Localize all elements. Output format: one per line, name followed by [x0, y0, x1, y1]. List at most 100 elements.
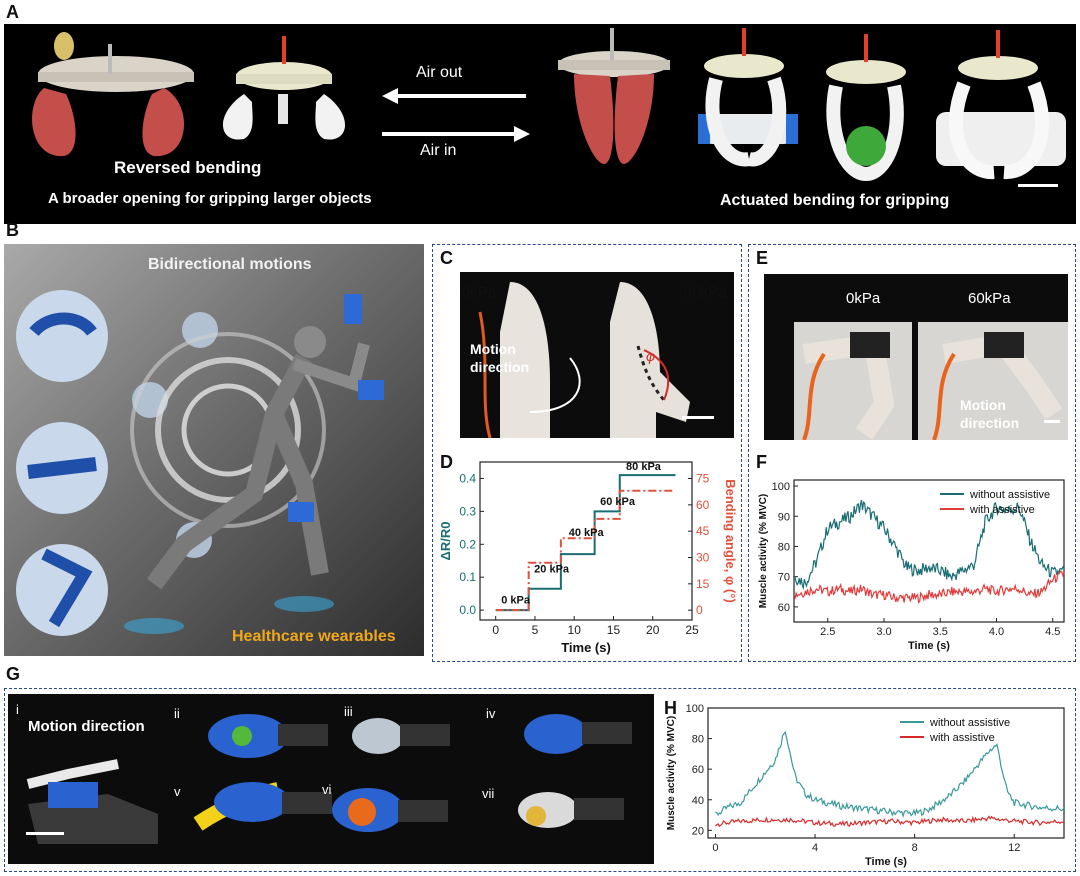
panel-label-g: G [6, 664, 21, 684]
g-roman-iii: iii [344, 704, 353, 719]
f-xtick-label: 2.5 [820, 626, 835, 638]
h-series-without-assistive [715, 730, 1065, 819]
panel-c-photo: 0kPa 60kPa Motion direction φ [460, 272, 734, 438]
f-xlabel: Time (s) [908, 640, 950, 652]
bidirectional-title: Bidirectional motions [148, 256, 312, 273]
f-xtick-label: 3.5 [933, 626, 948, 638]
panel-c-graphics [478, 282, 690, 438]
d-ytick-left-label: 0.3 [459, 504, 476, 518]
d-annotation: 80 kPa [626, 461, 662, 473]
healthcare-label: Healthcare wearables [232, 628, 396, 645]
panel-e-graphics [794, 322, 1068, 440]
panel-g-photo: i Motion direction ii iii iv v vi vii [8, 694, 654, 864]
h-xtick-label: 8 [912, 842, 918, 854]
h-series-with-assistive [715, 815, 1065, 828]
f-ytick-label: 60 [778, 602, 790, 614]
chart-d: 0 5 10 15 20 25 0.0 0.1 0.2 0.3 0.4 0 15 30 45 60 75 0 kP… [440, 461, 736, 655]
d-ytick-right-label: 60 [696, 498, 710, 512]
d-annotation: 60 kPa [600, 496, 636, 508]
h-ytick-label: 100 [686, 703, 704, 715]
f-plot-frame [793, 479, 1065, 623]
h-plot-frame [707, 707, 1065, 839]
g-roman-i: i [16, 702, 19, 717]
f-ytick-label: 100 [772, 481, 790, 493]
panel-b-graphics [16, 290, 384, 636]
broader-opening-label: A broader opening for gripping larger ob… [48, 190, 372, 207]
d-xtick-label: 0 [492, 623, 499, 637]
d-ytick-right-label: 0 [696, 603, 703, 617]
g-roman-vii: vii [482, 786, 495, 801]
h-legend-label: without assistive [929, 717, 1010, 729]
h-xtick-label: 12 [1008, 842, 1020, 854]
f-ylabel: Muscle activity (% MVC) [758, 494, 769, 608]
scale-bar [1018, 184, 1058, 187]
d-xtick-label: 5 [532, 623, 539, 637]
chart-h: 0 4 8 12 20 40 60 80 100 without assistive with as… [666, 703, 1065, 868]
panel-a-photo: Air out Air in Reversed bending A broade… [4, 24, 1076, 224]
d-xtick-label: 15 [607, 623, 621, 637]
panel-label-d: D [440, 452, 453, 472]
e-0kpa: 0kPa [846, 290, 881, 307]
air-out-label: Air out [416, 64, 463, 81]
panel-label-b: B [6, 220, 19, 240]
panel-gh-box [4, 688, 1076, 872]
d-series-angle [495, 489, 673, 612]
d-ytick-left-label: 0.0 [459, 603, 476, 617]
d-xtick-label: 25 [685, 623, 699, 637]
f-ytick-label: 70 [778, 572, 790, 584]
d-ytick-left-label: 0.2 [459, 537, 476, 551]
panel-a-illustration [32, 28, 1066, 182]
e-60kpa: 60kPa [968, 290, 1011, 307]
h-ytick-label: 60 [692, 764, 704, 776]
d-ytick-left-label: 0.4 [459, 471, 476, 485]
panel-label-f: F [756, 452, 767, 472]
panel-ef-box [748, 244, 1076, 662]
d-series-resistance [495, 474, 676, 612]
air-in-label: Air in [420, 142, 457, 159]
d-plot-frame [479, 461, 693, 621]
d-annotation: 20 kPa [534, 563, 570, 575]
d-ytick-right-label: 45 [696, 524, 710, 538]
h-xtick-label: 0 [712, 842, 718, 854]
h-ytick-label: 20 [692, 825, 704, 837]
e-motion-direction: Motion direction [960, 397, 1020, 431]
g-roman-vi: vi [322, 782, 332, 797]
g-roman-iv: iv [486, 706, 496, 721]
f-series-without-assistive [793, 499, 1065, 591]
panel-cd-box [432, 244, 742, 662]
c-60kpa: 60kPa [684, 284, 727, 301]
c-phi-label: φ [646, 348, 656, 364]
d-ylabel-left: ΔR/R0 [440, 522, 453, 561]
d-ytick-left-label: 0.1 [459, 570, 476, 584]
h-ytick-label: 40 [692, 795, 704, 807]
d-xlabel: Time (s) [561, 640, 611, 655]
g-roman-v: v [174, 784, 181, 799]
g-scale-bar [26, 832, 64, 835]
f-ytick-label: 80 [778, 541, 790, 553]
c-scale-bar [682, 416, 714, 419]
actuated-bending-label: Actuated bending for gripping [720, 192, 950, 209]
c-motion-direction: Motion direction [470, 341, 530, 375]
e-scale-bar [1044, 420, 1060, 423]
d-ytick-right-label: 75 [696, 472, 710, 486]
f-xtick-label: 4.0 [989, 626, 1004, 638]
h-xtick-label: 4 [812, 842, 818, 854]
f-ytick-label: 90 [778, 511, 790, 523]
f-xtick-label: 4.5 [1045, 626, 1060, 638]
d-annotation: 0 kPa [501, 595, 531, 607]
h-ytick-label: 80 [692, 734, 704, 746]
panel-label-c: C [440, 248, 453, 268]
g-roman-ii: ii [174, 706, 180, 721]
panel-label-e: E [756, 248, 769, 268]
d-annotation: 40 kPa [569, 527, 605, 539]
panel-b-illustration: Bidirectional motions Healthcare wearabl… [4, 244, 424, 656]
g-motion-direction: Motion direction [28, 718, 145, 735]
f-legend-label: with assistive [969, 504, 1035, 516]
h-legend-label: with assistive [929, 732, 995, 744]
d-ytick-right-label: 30 [696, 551, 710, 565]
panel-label-a: A [6, 2, 19, 22]
d-ylabel-right: Bending angle, φ (°) [723, 479, 736, 603]
f-xtick-label: 3.0 [876, 626, 891, 638]
panel-e-photo: 0kPa 60kPa Motion direction [764, 274, 1068, 440]
d-ytick-right-label: 15 [696, 577, 710, 591]
